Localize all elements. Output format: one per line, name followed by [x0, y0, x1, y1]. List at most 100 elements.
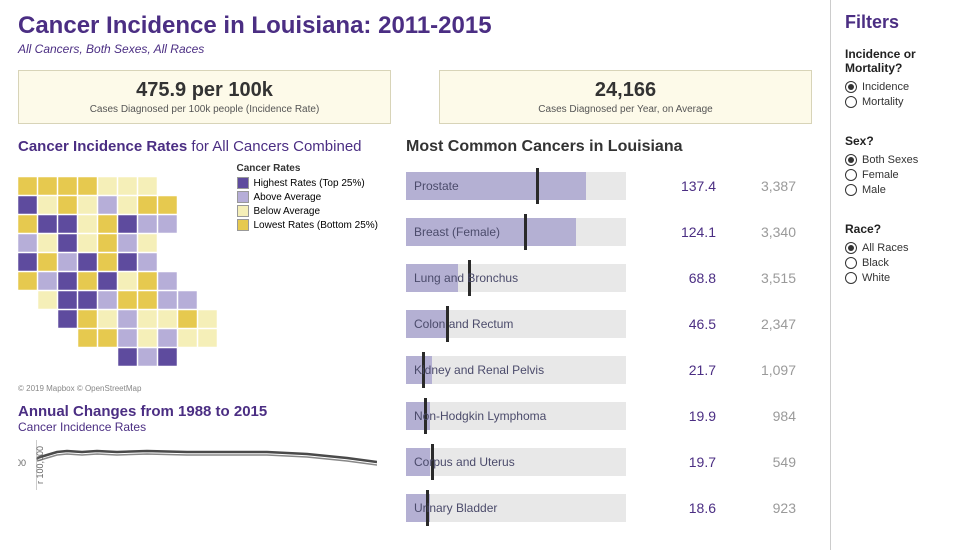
trend-ytick: 400 — [18, 458, 26, 468]
parish-cell[interactable] — [58, 177, 77, 195]
radio-option[interactable]: Mortality — [845, 96, 966, 108]
parish-cell[interactable] — [118, 215, 137, 233]
parish-cell[interactable] — [178, 310, 197, 328]
parish-cell[interactable] — [78, 215, 97, 233]
parish-cell[interactable] — [98, 177, 117, 195]
parish-cell[interactable] — [58, 196, 77, 214]
parish-cell[interactable] — [158, 291, 177, 309]
parish-cell[interactable] — [118, 234, 137, 252]
louisiana-map[interactable] — [18, 177, 218, 372]
parish-cell[interactable] — [38, 215, 57, 233]
radio-option[interactable]: Incidence — [845, 81, 966, 93]
parish-cell[interactable] — [18, 196, 37, 214]
parish-cell[interactable] — [118, 310, 137, 328]
parish-cell[interactable] — [78, 272, 97, 290]
parish-cell[interactable] — [58, 215, 77, 233]
parish-cell[interactable] — [58, 234, 77, 252]
parish-cell[interactable] — [158, 215, 177, 233]
parish-cell[interactable] — [98, 234, 117, 252]
parish-cell[interactable] — [38, 253, 57, 271]
parish-cell[interactable] — [18, 253, 37, 271]
parish-cell[interactable] — [58, 272, 77, 290]
parish-cell[interactable] — [98, 272, 117, 290]
parish-cell[interactable] — [98, 310, 117, 328]
parish-cell[interactable] — [138, 253, 157, 271]
parish-cell[interactable] — [118, 329, 137, 347]
parish-cell[interactable] — [38, 272, 57, 290]
filters-title: Filters — [845, 12, 966, 33]
cancer-row[interactable]: Corpus and Uterus 19.7 549 — [406, 444, 812, 480]
radio-label: Female — [862, 169, 899, 181]
parish-cell[interactable] — [198, 329, 217, 347]
stat-value: 475.9 per 100k — [29, 79, 380, 102]
parish-cell[interactable] — [158, 196, 177, 214]
parish-cell[interactable] — [118, 348, 137, 366]
radio-icon — [845, 184, 857, 196]
parish-cell[interactable] — [18, 234, 37, 252]
parish-cell[interactable] — [98, 329, 117, 347]
radio-option[interactable]: Both Sexes — [845, 154, 966, 166]
radio-option[interactable]: Male — [845, 184, 966, 196]
parish-cell[interactable] — [138, 215, 157, 233]
parish-cell[interactable] — [98, 291, 117, 309]
parish-cell[interactable] — [98, 196, 117, 214]
parish-cell[interactable] — [158, 348, 177, 366]
parish-cell[interactable] — [138, 310, 157, 328]
parish-cell[interactable] — [78, 234, 97, 252]
radio-option[interactable]: Female — [845, 169, 966, 181]
parish-cell[interactable] — [38, 234, 57, 252]
parish-cell[interactable] — [118, 291, 137, 309]
cancer-row[interactable]: Kidney and Renal Pelvis 21.7 1,097 — [406, 352, 812, 388]
parish-cell[interactable] — [78, 253, 97, 271]
cancer-row[interactable]: Non-Hodgkin Lymphoma 19.9 984 — [406, 398, 812, 434]
parish-cell[interactable] — [138, 177, 157, 195]
parish-cell[interactable] — [78, 329, 97, 347]
parish-cell[interactable] — [178, 329, 197, 347]
parish-cell[interactable] — [38, 291, 57, 309]
parish-cell[interactable] — [138, 291, 157, 309]
right-column: Most Common Cancers in Louisiana Prostat… — [406, 138, 812, 538]
parish-cell[interactable] — [18, 215, 37, 233]
parish-cell[interactable] — [138, 329, 157, 347]
parish-cell[interactable] — [58, 253, 77, 271]
parish-cell[interactable] — [198, 310, 217, 328]
parish-cell[interactable] — [118, 196, 137, 214]
parish-cell[interactable] — [138, 348, 157, 366]
parish-cell[interactable] — [58, 291, 77, 309]
trend-chart[interactable]: r 100,000 400 — [36, 440, 378, 490]
parish-cell[interactable] — [118, 253, 137, 271]
parish-cell[interactable] — [118, 272, 137, 290]
parish-cell[interactable] — [138, 196, 157, 214]
radio-option[interactable]: All Races — [845, 242, 966, 254]
cancer-row[interactable]: Lung and Bronchus 68.8 3,515 — [406, 260, 812, 296]
parish-cell[interactable] — [18, 177, 37, 195]
parish-cell[interactable] — [158, 272, 177, 290]
map-title-bold: Cancer Incidence Rates — [18, 138, 187, 155]
parish-cell[interactable] — [98, 215, 117, 233]
parish-cell[interactable] — [138, 272, 157, 290]
radio-option[interactable]: Black — [845, 257, 966, 269]
radio-label: White — [862, 272, 890, 284]
parish-cell[interactable] — [78, 177, 97, 195]
parish-cell[interactable] — [138, 234, 157, 252]
parish-cell[interactable] — [178, 291, 197, 309]
parish-cell[interactable] — [78, 310, 97, 328]
parish-cell[interactable] — [158, 329, 177, 347]
parish-cell[interactable] — [38, 196, 57, 214]
cancer-row[interactable]: Urinary Bladder 18.6 923 — [406, 490, 812, 526]
parish-cell[interactable] — [38, 177, 57, 195]
parish-cell[interactable] — [58, 310, 77, 328]
map-area[interactable]: Cancer Rates Highest Rates (Top 25%)Abov… — [18, 163, 378, 393]
parish-cell[interactable] — [118, 177, 137, 195]
radio-option[interactable]: White — [845, 272, 966, 284]
parish-cell[interactable] — [18, 272, 37, 290]
parish-cell[interactable] — [98, 253, 117, 271]
cancer-row[interactable]: Colon and Rectum 46.5 2,347 — [406, 306, 812, 342]
parish-cell[interactable] — [78, 291, 97, 309]
radio-icon — [845, 242, 857, 254]
cancer-row[interactable]: Breast (Female) 124.1 3,340 — [406, 214, 812, 250]
cancer-row[interactable]: Prostate 137.4 3,387 — [406, 168, 812, 204]
parish-cell[interactable] — [158, 310, 177, 328]
parish-cell[interactable] — [78, 196, 97, 214]
stat-label: Cases Diagnosed per Year, on Average — [450, 104, 801, 115]
